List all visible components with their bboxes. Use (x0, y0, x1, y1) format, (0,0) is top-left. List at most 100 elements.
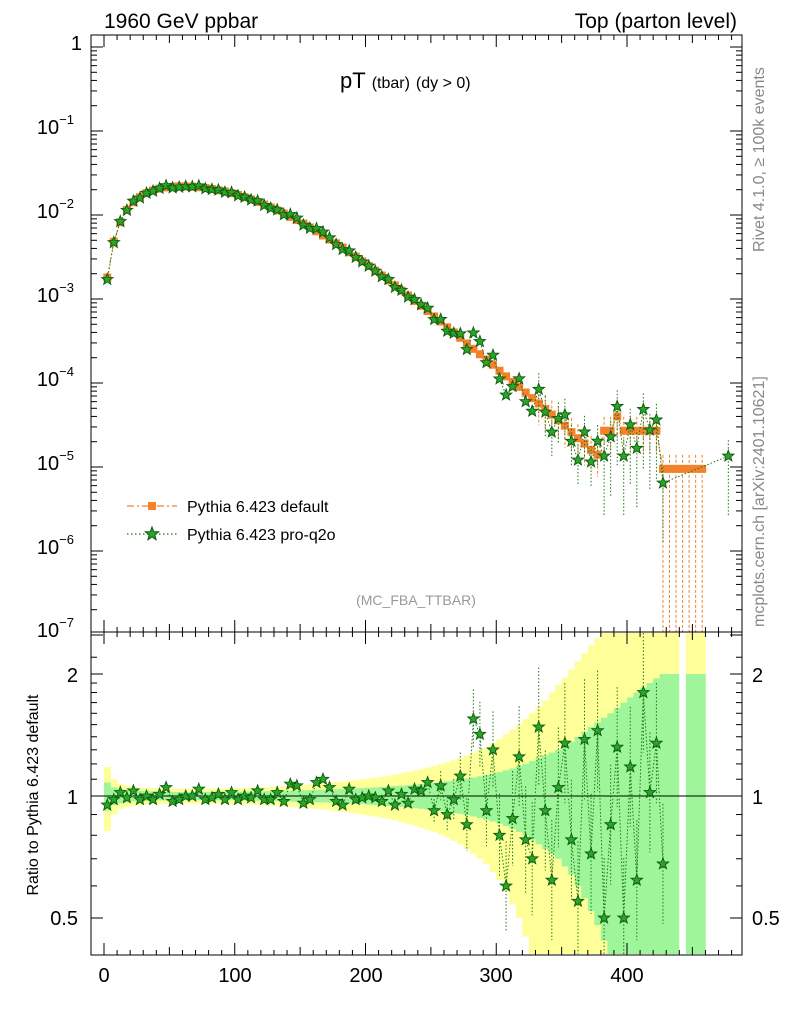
ratio-point (623, 759, 638, 773)
default-point (495, 366, 504, 375)
band-inner-bin (646, 683, 654, 954)
default-point (567, 428, 576, 437)
ratio-point (446, 792, 461, 806)
default-point (521, 388, 530, 397)
default-point (658, 464, 667, 473)
ratio-point (538, 803, 553, 817)
ratio-line (106, 692, 664, 919)
ratio-point (479, 803, 494, 817)
ratio-point (316, 771, 330, 786)
ytick-1e-1: 10−1 (37, 112, 74, 139)
proq2o-point (316, 224, 330, 238)
rivet-version-label: Rivet 4.1.0, ≥ 100k events (751, 67, 768, 252)
ratio-point (126, 783, 141, 797)
proq2o-point (597, 448, 612, 462)
ratio-point (250, 783, 265, 797)
ratio-point (159, 780, 174, 794)
ratio-point (473, 727, 487, 741)
proq2o-point (623, 417, 638, 431)
band-inner-bin (574, 736, 582, 886)
proq2o-point (159, 178, 174, 192)
xtick-0: 0 (98, 965, 109, 987)
band-inner-bin (443, 781, 451, 813)
analysis-tag: (MC_FBA_TTBAR) (356, 592, 476, 608)
proq2o-point (466, 325, 481, 339)
ratio-point (558, 735, 572, 750)
ratio-point (512, 749, 527, 763)
proq2o-point (224, 185, 239, 199)
ratio-point (466, 711, 481, 725)
ratio-point (610, 739, 625, 754)
ratio-point (459, 817, 474, 831)
band-inner-bin (685, 674, 693, 954)
ratio-point (401, 795, 415, 810)
default-point (515, 382, 524, 391)
proq2o-point (590, 433, 605, 448)
band-inner-bin (600, 717, 608, 941)
band-inner-bin (535, 758, 543, 845)
ratio-point (636, 685, 651, 699)
default-point (456, 333, 465, 342)
band-inner-bin (502, 770, 510, 827)
ratio-point (211, 786, 226, 801)
proq2o-point (309, 221, 324, 235)
band-inner-bin (594, 722, 602, 926)
proq2o-point (531, 381, 546, 396)
proq2o-point (420, 300, 435, 315)
legend-item-default: Pythia 6.423 default (127, 499, 329, 516)
band-inner-bin (476, 776, 484, 819)
ratio-point (427, 803, 442, 817)
default-point (652, 426, 661, 435)
proq2o-point (499, 387, 513, 401)
proq2o-point (211, 182, 226, 196)
ratio-point (361, 788, 376, 802)
default-point (698, 464, 707, 473)
proq2o-point (387, 280, 402, 294)
proq2o-point (100, 272, 115, 286)
default-point (613, 412, 622, 421)
ytick-1e-4: 10−4 (37, 364, 74, 391)
ratio-point (237, 788, 252, 802)
default-point (469, 344, 478, 353)
xtick-100: 100 (218, 965, 251, 987)
proq2o-point (381, 272, 396, 286)
ratio-point (629, 872, 644, 887)
ratio-point (616, 910, 631, 924)
ratio-point (433, 778, 448, 792)
proq2o-point (544, 424, 559, 438)
band-inner-bin (489, 773, 497, 822)
ratio-point (152, 786, 167, 801)
proq2o-point (414, 297, 429, 311)
band-inner-bin (672, 674, 680, 954)
default-point (547, 410, 556, 419)
proq2o-point (584, 454, 599, 468)
proq2o-point (453, 326, 468, 340)
proq2o-point (250, 193, 265, 207)
band-inner-bin (470, 777, 477, 817)
xtick-300: 300 (479, 965, 512, 987)
proq2o-point (433, 312, 448, 326)
ratio-point (577, 732, 592, 746)
ratio-point (276, 794, 291, 808)
ratio-point (335, 797, 350, 811)
proq2o-point (191, 178, 206, 192)
legend-label-proq2o: Pythia 6.423 pro-q2o (187, 527, 336, 544)
band-inner-bin (698, 674, 706, 954)
band-inner-bin (659, 674, 667, 954)
band-inner-bin (627, 697, 634, 954)
ratio-point (649, 735, 664, 750)
proq2o-point (401, 289, 415, 303)
plot-title: pT (tbar) (dy > 0) (340, 68, 471, 93)
proq2o-point (629, 440, 644, 455)
default-point (685, 464, 694, 473)
proq2o-point (257, 197, 272, 212)
ratio-point (139, 788, 154, 802)
ytick-1e0: 1 (71, 33, 82, 55)
ratio-point (244, 790, 259, 804)
proq2o-point (113, 214, 128, 228)
default-point (573, 434, 582, 443)
ratio-tick-1-left: 1 (67, 787, 78, 809)
proq2o-point (564, 433, 579, 448)
proq2o-point (329, 237, 344, 251)
